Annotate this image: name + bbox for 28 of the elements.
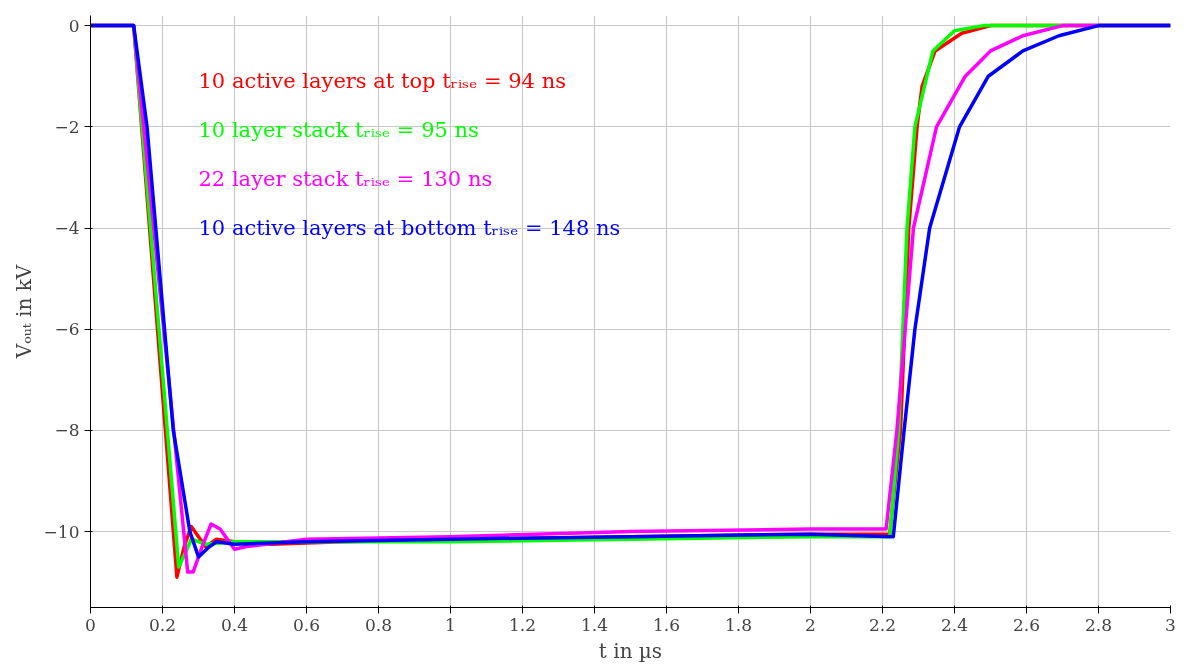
text: 10 active layers at top tᵣᵢₛₑ = 94 ns bbox=[198, 68, 566, 93]
x-tick-label: 1.2 bbox=[508, 614, 537, 635]
text: 10 layer stack tᵣᵢₛₑ = 95 ns bbox=[198, 117, 479, 142]
y-tick-label: 0 bbox=[68, 15, 80, 36]
y-axis-title: Vₒᵤₜ in kV bbox=[11, 264, 36, 360]
y-tick-label: −8 bbox=[54, 420, 80, 441]
x-tick-label: 0.8 bbox=[364, 614, 393, 635]
text: 22 layer stack tᵣᵢₛₑ = 130 ns bbox=[198, 166, 493, 191]
x-tick-label: 2.6 bbox=[1012, 614, 1041, 635]
x-tick-label: 3 bbox=[1165, 614, 1176, 635]
x-tick-label: 2 bbox=[805, 614, 816, 635]
y-tick-label: −4 bbox=[54, 218, 80, 239]
y-tick-label: −6 bbox=[54, 319, 80, 340]
x-tick-label: 0.4 bbox=[220, 614, 249, 635]
x-tick-label: 1.6 bbox=[652, 614, 681, 635]
x-tick-label: 0.2 bbox=[148, 614, 177, 635]
y-tick-label: −10 bbox=[43, 521, 80, 542]
y-tick-label: −2 bbox=[54, 116, 80, 137]
x-tick-label: 1.8 bbox=[724, 614, 753, 635]
x-tick-label: 0.6 bbox=[292, 614, 321, 635]
x-tick-label: 2.2 bbox=[868, 614, 897, 635]
series-label: 10 active layers at bottom tᵣᵢₛₑ = 148 ns bbox=[198, 215, 621, 240]
x-tick-label: 2.8 bbox=[1084, 614, 1113, 635]
x-tick-label: 1.4 bbox=[580, 614, 609, 635]
x-axis-title: t in µs bbox=[598, 638, 663, 663]
x-tick-label: 2.4 bbox=[940, 614, 969, 635]
x-tick-label: 1 bbox=[445, 614, 456, 635]
x-tick-label: 0 bbox=[85, 614, 96, 635]
